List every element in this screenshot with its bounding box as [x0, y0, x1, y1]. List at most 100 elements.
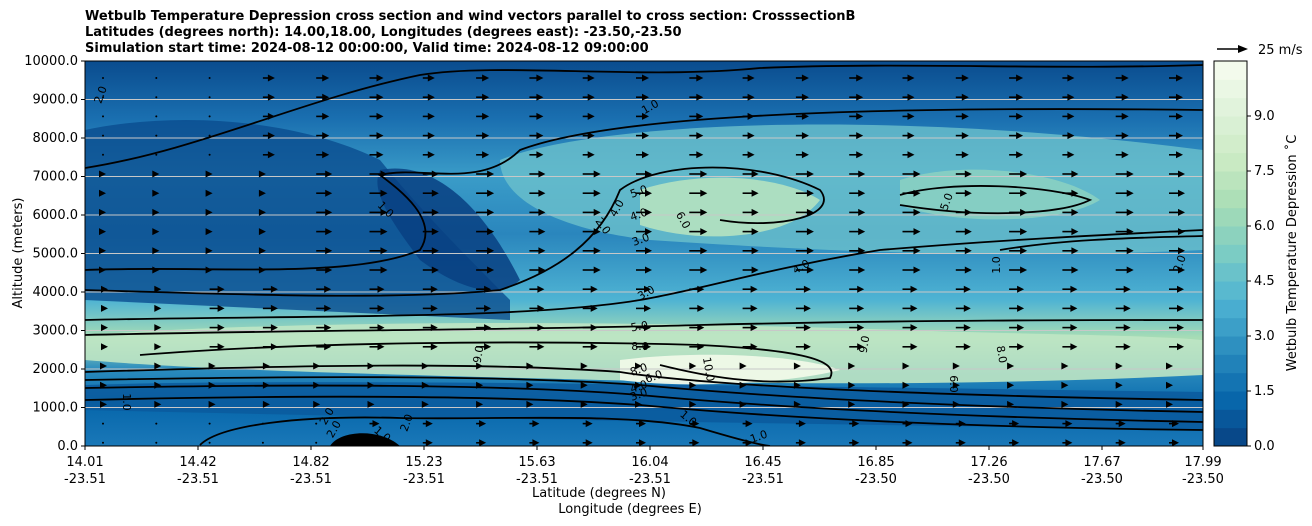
wind-vector-head — [593, 266, 601, 274]
contour-line — [85, 64, 1203, 169]
wind-vector-head — [431, 208, 439, 216]
wind-vector-head — [1071, 266, 1079, 274]
wind-vector-head — [1123, 304, 1131, 312]
wind-vector-head — [1070, 285, 1078, 293]
wind-vector-head — [642, 112, 649, 120]
wind-vector-head — [1177, 304, 1184, 312]
wind-vector-head — [750, 324, 758, 332]
colorbar-band — [1214, 427, 1247, 447]
wind-vector-head — [642, 151, 649, 159]
wind-vector-head — [803, 285, 811, 293]
wind-vector-head — [487, 170, 495, 178]
dry-core-upper-right — [900, 169, 1100, 220]
wind-vector-head — [964, 189, 972, 197]
wind-vector-head — [217, 285, 225, 293]
contour-label: 2.0 — [1171, 253, 1189, 274]
colorbar-tick-label: 1.5 — [1254, 384, 1275, 399]
wind-vector-head — [852, 439, 860, 446]
wind-vector-head — [751, 189, 759, 197]
wind-vector-head — [482, 151, 490, 159]
colorbar-band — [1214, 354, 1247, 374]
wind-vector-head — [697, 343, 705, 351]
contour-label: 5.0 — [938, 191, 956, 212]
wind-vector-head — [1178, 208, 1185, 216]
wind-vector-head — [801, 93, 809, 101]
wind-vector-head — [1017, 304, 1025, 312]
chart-title: Wetbulb Temperature Depression cross sec… — [85, 9, 855, 57]
dry-core-low — [620, 354, 840, 385]
wind-vector-head — [806, 266, 814, 274]
wind-vector-head — [487, 208, 495, 216]
wind-vector-head — [479, 420, 487, 428]
wind-vector-head — [907, 112, 915, 120]
wind-vector-head — [700, 228, 708, 236]
wind-vector-head — [482, 132, 490, 140]
wind-vector-head — [1177, 324, 1184, 332]
wind-vector-head — [747, 93, 755, 101]
wind-vector-head — [639, 420, 646, 428]
wind-vector-head — [267, 151, 275, 159]
contour-label: 3.0 — [628, 386, 649, 404]
wind-vector-head — [372, 439, 380, 446]
wind-vector-head — [801, 151, 809, 159]
wind-vector-head — [536, 74, 544, 82]
wind-vector-head — [913, 208, 921, 216]
wind-vector-head — [1123, 343, 1131, 351]
wind-vector — [315, 422, 318, 425]
wind-vector-head — [963, 343, 971, 351]
colorbar-band — [1214, 61, 1247, 80]
wind-vector-head — [1012, 420, 1020, 428]
wind-vector — [261, 441, 264, 444]
wind-vector-head — [750, 285, 758, 293]
wind-vector-head — [479, 439, 487, 446]
wind-vector — [155, 96, 158, 99]
wind-vector-head — [964, 228, 972, 236]
wind-vector-head — [747, 151, 755, 159]
wind-vector — [155, 422, 158, 425]
wind-vector-head — [427, 74, 435, 82]
title-line-1: Wetbulb Temperature Depression cross sec… — [85, 9, 856, 24]
wind-vector-head — [431, 247, 439, 255]
wind-vector-head — [902, 362, 910, 370]
wind-vector-head — [380, 208, 388, 216]
colorbar: 0.0 1.5 3.0 4.5 6.0 7.5 9.0 — [1213, 60, 1275, 454]
wind-vector-head — [1020, 208, 1028, 216]
wind-vector-head — [421, 362, 429, 370]
wind-vector-head — [857, 343, 865, 351]
wind-vector-head — [739, 400, 747, 408]
wind-vector-head — [267, 112, 275, 120]
wind-vector-head — [700, 170, 708, 178]
x-tick-label-lon: -23.51 — [64, 472, 106, 487]
x-tick-label-lat: 17.99 — [1184, 455, 1221, 470]
wind-vector — [208, 153, 211, 156]
wind-vector-head — [697, 304, 705, 312]
wind-vector-head — [427, 93, 435, 101]
wind-vector-head — [1118, 439, 1126, 446]
wind-vector-head — [99, 247, 106, 255]
wind-vector-head — [431, 170, 439, 178]
wind-vector-head — [801, 74, 809, 82]
wind-vector-head — [100, 400, 107, 408]
contour-label: 9.0 — [857, 335, 873, 354]
colorbar-band — [1214, 336, 1247, 355]
wind-vector-head — [1020, 189, 1028, 197]
wind-vector-head — [952, 400, 960, 408]
wind-vector-head — [377, 324, 385, 332]
x-tick-label-lat: 16.04 — [631, 455, 668, 470]
wind-vector-head — [1121, 151, 1129, 159]
wind-vector-head — [205, 189, 213, 197]
wind-vector-head — [270, 324, 278, 332]
wind-vector-head — [857, 304, 865, 312]
wind-vector-head — [1126, 266, 1134, 274]
wind-vector-head — [645, 189, 652, 197]
colorbar-band — [1214, 171, 1247, 190]
wind-vector-head — [952, 362, 960, 370]
y-tick-label: 4000.0 — [33, 285, 79, 300]
wind-vector-head — [952, 381, 960, 389]
wind-vector-head — [367, 381, 375, 389]
wind-vector-head — [487, 266, 495, 274]
wind-vector-head — [745, 420, 753, 428]
y-tick-label: 1000.0 — [33, 401, 79, 416]
wind-vector-head — [322, 93, 330, 101]
wind-vector-head — [1020, 266, 1028, 274]
